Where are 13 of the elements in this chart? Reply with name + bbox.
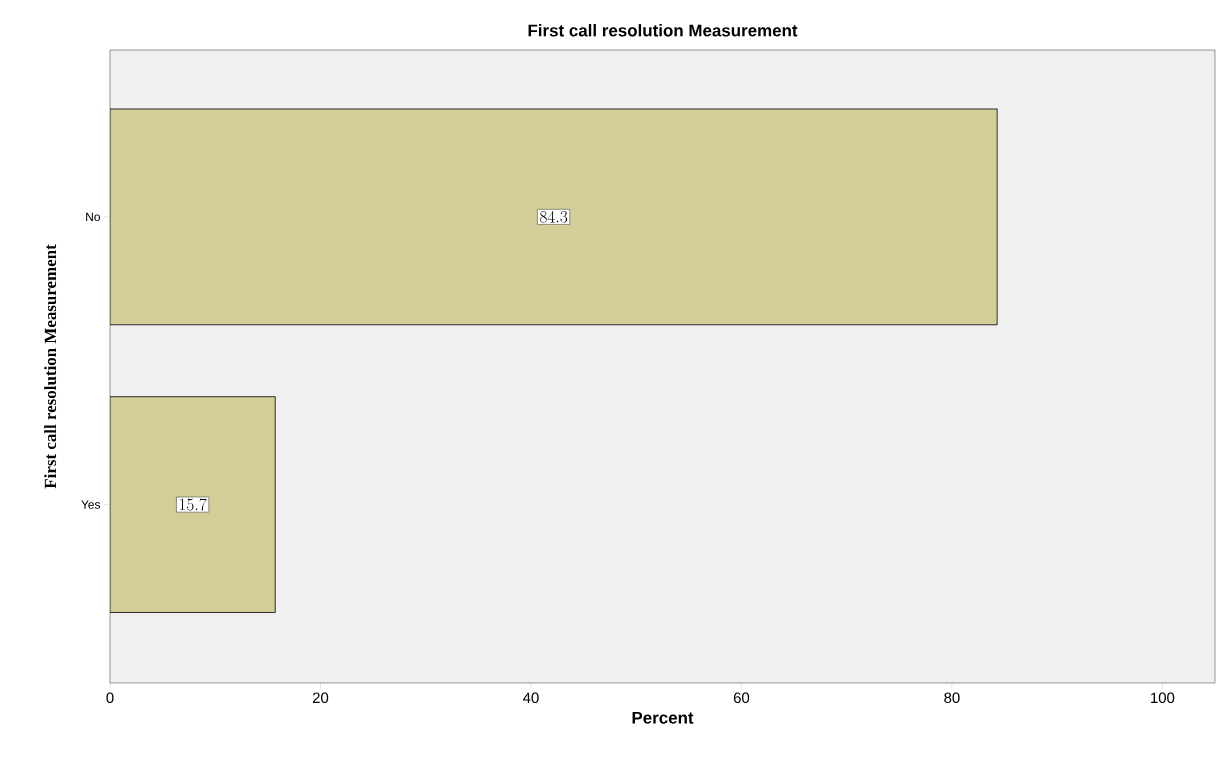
x-tick-label: 60 bbox=[733, 692, 750, 704]
y-axis-title: First call resolution Measurement bbox=[44, 244, 57, 489]
x-tick-label: 100 bbox=[1151, 692, 1175, 704]
x-tick-label: 40 bbox=[522, 692, 539, 704]
data-label: 15.7 bbox=[179, 498, 207, 511]
chart-title: First call resolution Measurement bbox=[528, 24, 798, 37]
y-tick-label: No bbox=[86, 212, 100, 222]
x-tick-label: 20 bbox=[312, 692, 329, 704]
y-tick-label: Yes bbox=[81, 500, 101, 509]
data-label: 84.3 bbox=[539, 210, 568, 223]
x-tick-label: 0 bbox=[106, 692, 114, 704]
x-axis-title: Percent bbox=[632, 711, 694, 724]
x-tick-label: 80 bbox=[944, 692, 960, 704]
